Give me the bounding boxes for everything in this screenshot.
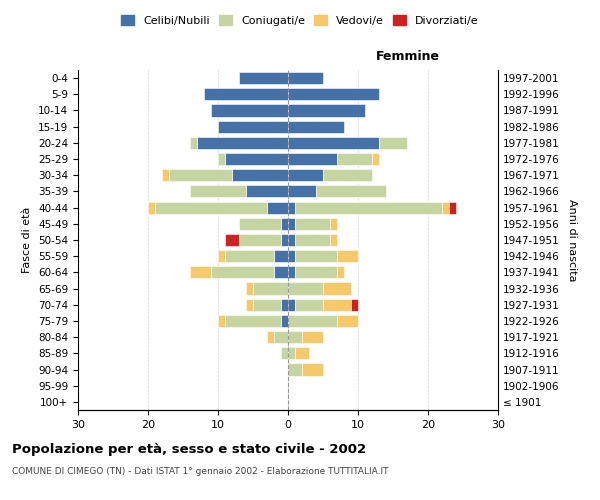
- Bar: [218, 120, 288, 132]
- Y-axis label: Anni di nascita: Anni di nascita: [566, 198, 577, 281]
- Bar: [288, 120, 344, 132]
- Bar: [337, 315, 358, 327]
- Bar: [372, 153, 379, 165]
- Bar: [239, 72, 288, 84]
- Bar: [225, 153, 288, 165]
- Text: COMUNE DI CIMEGO (TN) - Dati ISTAT 1° gennaio 2002 - Elaborazione TUTTITALIA.IT: COMUNE DI CIMEGO (TN) - Dati ISTAT 1° ge…: [12, 468, 389, 476]
- Bar: [295, 250, 337, 262]
- Bar: [267, 202, 288, 213]
- Bar: [211, 104, 288, 117]
- Bar: [204, 88, 288, 101]
- Bar: [253, 282, 288, 294]
- Bar: [449, 202, 456, 213]
- Bar: [288, 137, 379, 149]
- Bar: [302, 364, 323, 376]
- Bar: [246, 298, 253, 311]
- Bar: [267, 331, 274, 343]
- Bar: [274, 250, 288, 262]
- Bar: [323, 169, 372, 181]
- Bar: [274, 266, 288, 278]
- Bar: [295, 348, 309, 360]
- Bar: [288, 218, 295, 230]
- Bar: [288, 364, 302, 376]
- Bar: [281, 315, 288, 327]
- Bar: [295, 298, 323, 311]
- Bar: [190, 186, 246, 198]
- Bar: [288, 169, 323, 181]
- Bar: [232, 169, 288, 181]
- Bar: [253, 298, 281, 311]
- Bar: [155, 202, 267, 213]
- Bar: [288, 298, 295, 311]
- Bar: [288, 315, 337, 327]
- Bar: [323, 282, 351, 294]
- Bar: [442, 202, 449, 213]
- Bar: [337, 153, 372, 165]
- Text: Popolazione per età, sesso e stato civile - 2002: Popolazione per età, sesso e stato civil…: [12, 442, 366, 456]
- Bar: [225, 315, 281, 327]
- Bar: [190, 266, 211, 278]
- Bar: [281, 234, 288, 246]
- Bar: [288, 186, 316, 198]
- Bar: [281, 348, 288, 360]
- Bar: [239, 218, 281, 230]
- Bar: [162, 169, 169, 181]
- Bar: [197, 137, 288, 149]
- Bar: [169, 169, 232, 181]
- Bar: [288, 104, 365, 117]
- Legend: Celibi/Nubili, Coniugati/e, Vedovi/e, Divorziati/e: Celibi/Nubili, Coniugati/e, Vedovi/e, Di…: [117, 10, 483, 30]
- Bar: [288, 234, 295, 246]
- Bar: [218, 153, 225, 165]
- Bar: [246, 186, 288, 198]
- Bar: [246, 282, 253, 294]
- Bar: [288, 282, 323, 294]
- Bar: [211, 266, 274, 278]
- Bar: [274, 331, 288, 343]
- Bar: [218, 250, 225, 262]
- Bar: [379, 137, 407, 149]
- Bar: [330, 218, 337, 230]
- Bar: [281, 218, 288, 230]
- Bar: [295, 266, 337, 278]
- Bar: [295, 202, 442, 213]
- Bar: [288, 331, 302, 343]
- Bar: [330, 234, 337, 246]
- Bar: [288, 202, 295, 213]
- Bar: [302, 331, 323, 343]
- Bar: [288, 72, 323, 84]
- Bar: [190, 137, 197, 149]
- Bar: [323, 298, 351, 311]
- Bar: [295, 234, 330, 246]
- Bar: [337, 266, 344, 278]
- Bar: [288, 266, 295, 278]
- Bar: [288, 88, 379, 101]
- Bar: [295, 218, 330, 230]
- Bar: [288, 348, 295, 360]
- Bar: [218, 315, 225, 327]
- Bar: [148, 202, 155, 213]
- Bar: [281, 298, 288, 311]
- Y-axis label: Fasce di età: Fasce di età: [22, 207, 32, 273]
- Bar: [316, 186, 386, 198]
- Bar: [225, 234, 239, 246]
- Text: Femmine: Femmine: [376, 50, 440, 63]
- Bar: [337, 250, 358, 262]
- Bar: [239, 234, 281, 246]
- Bar: [351, 298, 358, 311]
- Bar: [288, 153, 337, 165]
- Bar: [288, 250, 295, 262]
- Bar: [225, 250, 274, 262]
